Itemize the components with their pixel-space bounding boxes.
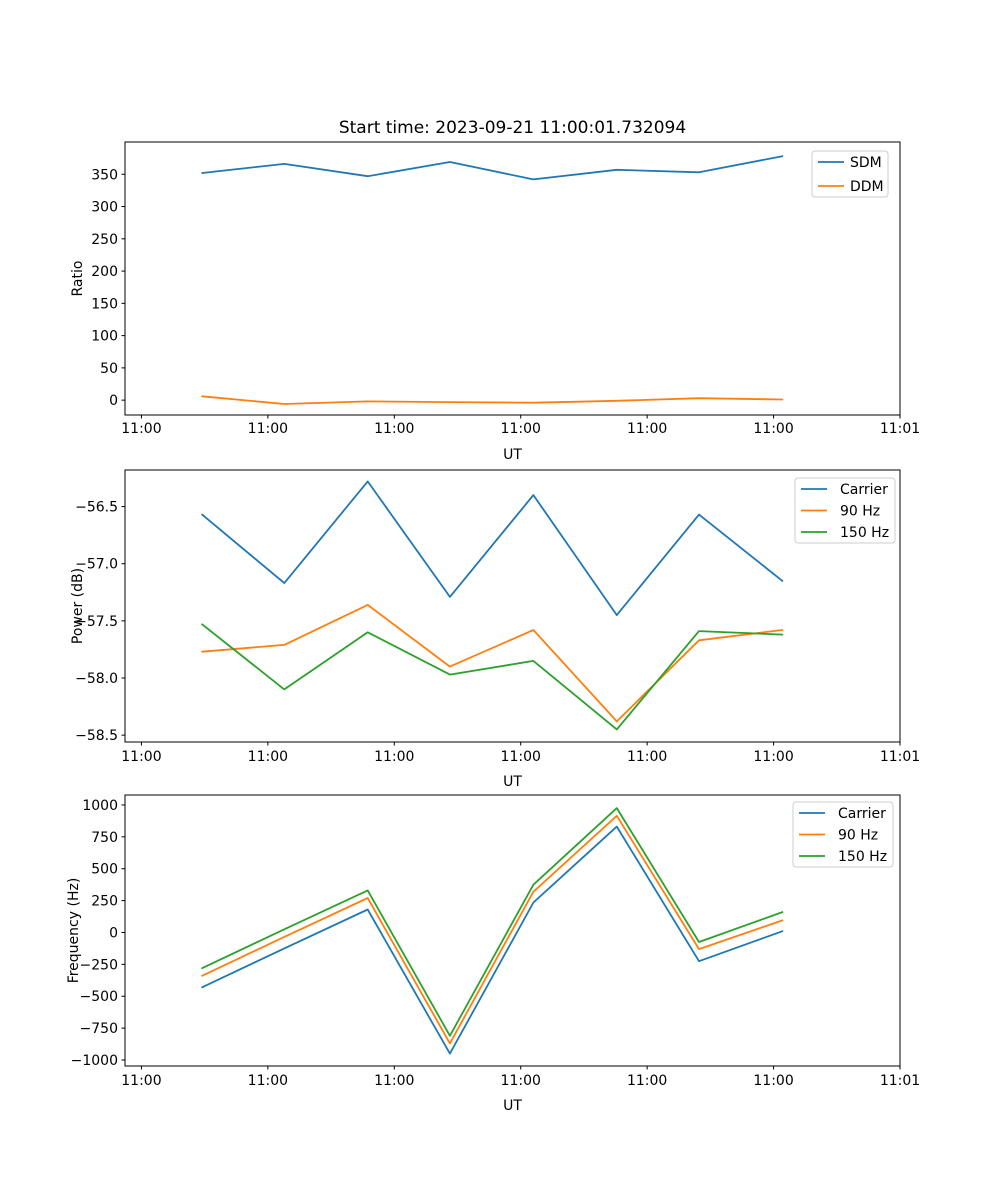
y-tick-label: 750: [91, 830, 118, 846]
x-tick-label: 11:00: [248, 749, 288, 765]
y-tick-label: −57.0: [75, 557, 118, 573]
sdm-legend-label: SDM: [850, 155, 882, 171]
carrier-legend-label: Carrier: [838, 806, 886, 822]
ratio-axes-frame: [124, 141, 901, 416]
y-tick-label: 50: [100, 361, 118, 377]
frequency-yaxis-label: Frequency (Hz): [66, 878, 82, 984]
y-tick-label: −58.5: [75, 728, 118, 744]
ratio-subplot: 11:00 11:00 11:00 11:00 11:00 11:00 11:01 0 50 10…: [70, 141, 920, 463]
y-tick-label: −57.5: [75, 614, 118, 630]
150-hz-line: [201, 623, 784, 731]
150-hz-legend-label: 150 Hz: [838, 849, 887, 865]
ratio-xaxis-label: UT: [503, 447, 522, 463]
90-hz-line: [201, 814, 784, 1045]
power-subplot: 11:00 11:00 11:00 11:00 11:00 11:00 11:01 −56.5…: [70, 469, 920, 790]
y-tick-label: 1000: [82, 798, 118, 814]
x-tick-label: 11:00: [374, 749, 414, 765]
y-tick-label: 300: [91, 200, 118, 216]
x-tick-label: 11:00: [248, 421, 288, 437]
150-hz-legend-label: 150 Hz: [840, 525, 889, 541]
y-tick-label: 150: [91, 296, 118, 312]
y-tick-label: 500: [91, 862, 118, 878]
90-hz-legend-label: 90 Hz: [838, 828, 878, 844]
x-tick-label: 11:01: [880, 749, 920, 765]
y-tick-label: 0: [109, 393, 118, 409]
y-tick-label: −250: [80, 957, 118, 973]
x-tick-label: 11:00: [121, 749, 161, 765]
x-tick-label: 11:00: [627, 1073, 667, 1089]
power-yaxis-label: Power (dB): [70, 568, 86, 644]
frequency-xaxis-label: UT: [503, 1098, 522, 1114]
x-tick-label: 11:00: [501, 749, 541, 765]
y-tick-label: −1000: [71, 1053, 118, 1069]
carrier-line: [201, 480, 784, 616]
y-tick-label: 250: [91, 232, 118, 248]
x-tick-label: 11:00: [501, 421, 541, 437]
figure-title: Start time: 2023-09-21 11:00:01.732094: [338, 118, 687, 138]
y-tick-label: 100: [91, 329, 118, 345]
x-tick-label: 11:00: [248, 1073, 288, 1089]
frequency-legend: Carrier 90 Hz 150 Hz: [792, 801, 894, 868]
x-tick-label: 11:00: [374, 1073, 414, 1089]
y-tick-label: −58.0: [75, 671, 118, 687]
carrier-legend-label: Carrier: [840, 482, 888, 498]
y-tick-label: 250: [91, 894, 118, 910]
legend-box: [792, 801, 894, 868]
y-tick-label: −750: [80, 1021, 118, 1037]
ratio-legend: SDM DDM: [811, 150, 889, 198]
ddm-line: [201, 395, 784, 405]
legend-box: [794, 477, 896, 544]
power-legend: Carrier 90 Hz 150 Hz: [794, 477, 896, 544]
ratio-yaxis-label: Ratio: [70, 261, 86, 297]
y-tick-label: 0: [109, 925, 118, 941]
x-tick-label: 11:00: [753, 1073, 793, 1089]
90-hz-legend-label: 90 Hz: [840, 504, 880, 520]
x-tick-label: 11:01: [880, 421, 920, 437]
frequency-axes-frame: [124, 794, 901, 1067]
150-hz-line: [201, 807, 784, 1037]
y-tick-label: 200: [91, 264, 118, 280]
y-tick-label: −56.5: [75, 500, 118, 516]
x-tick-label: 11:01: [880, 1073, 920, 1089]
x-tick-label: 11:00: [753, 421, 793, 437]
sdm-line: [201, 155, 784, 181]
y-tick-label: 350: [91, 167, 118, 183]
x-tick-label: 11:00: [501, 1073, 541, 1089]
x-tick-label: 11:00: [374, 421, 414, 437]
x-tick-label: 11:00: [121, 1073, 161, 1089]
x-tick-label: 11:00: [627, 421, 667, 437]
x-tick-label: 11:00: [753, 749, 793, 765]
90-hz-line: [201, 604, 784, 723]
carrier-line: [201, 825, 784, 1055]
frequency-subplot: 11:00 11:00 11:00 11:00 11:00 11:00 11:01 1000 7…: [66, 794, 920, 1114]
power-xaxis-label: UT: [503, 774, 522, 790]
x-tick-label: 11:00: [121, 421, 161, 437]
ddm-legend-label: DDM: [850, 179, 884, 195]
x-tick-label: 11:00: [627, 749, 667, 765]
y-tick-label: −500: [80, 989, 118, 1005]
power-axes-frame: [124, 469, 901, 743]
